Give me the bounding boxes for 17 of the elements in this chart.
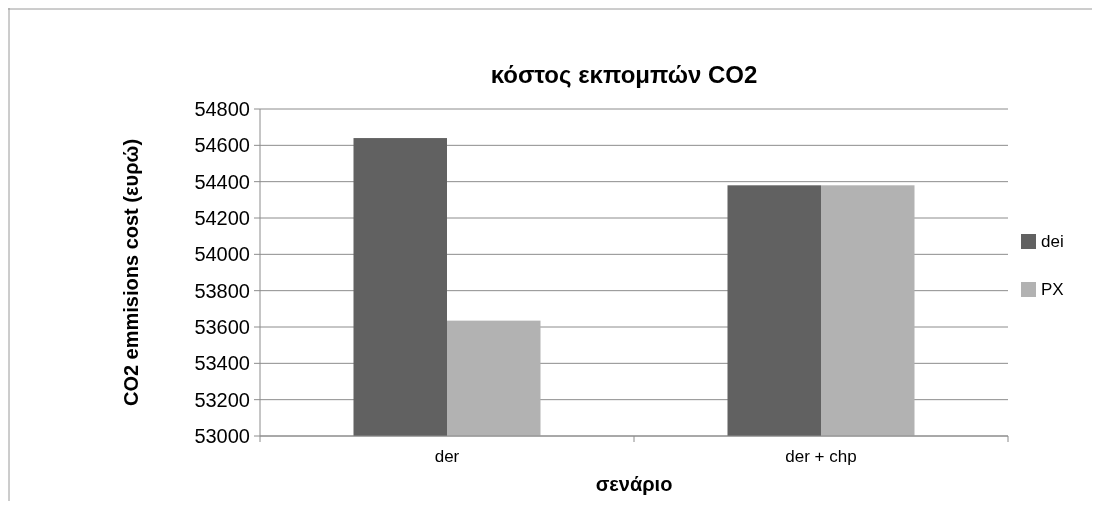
y-axis-title: CO2 emmisions cost (ευρώ) [120,138,142,407]
y-tick-label: 53000 [194,425,250,447]
x-tick-label: der + chp [785,447,857,466]
y-tick-label: 54200 [194,207,250,229]
y-tick-label: 54600 [194,134,250,157]
y-tick-label: 53600 [194,316,250,338]
legend-label: dei [1041,231,1064,251]
y-tick-label: 53800 [194,279,250,302]
y-tick-label: 53200 [194,388,250,411]
legend-label: PX [1041,279,1064,299]
y-tick-label: 54000 [194,243,250,266]
x-axis-title: σενάριο [595,473,673,495]
y-tick-label: 53400 [194,352,250,375]
y-tick-label: 54800 [194,98,250,120]
x-tick-label: der [434,447,460,466]
y-tick-label: 54400 [194,170,250,193]
chart-title: κόστος εκπομπών CO2 [490,61,758,88]
